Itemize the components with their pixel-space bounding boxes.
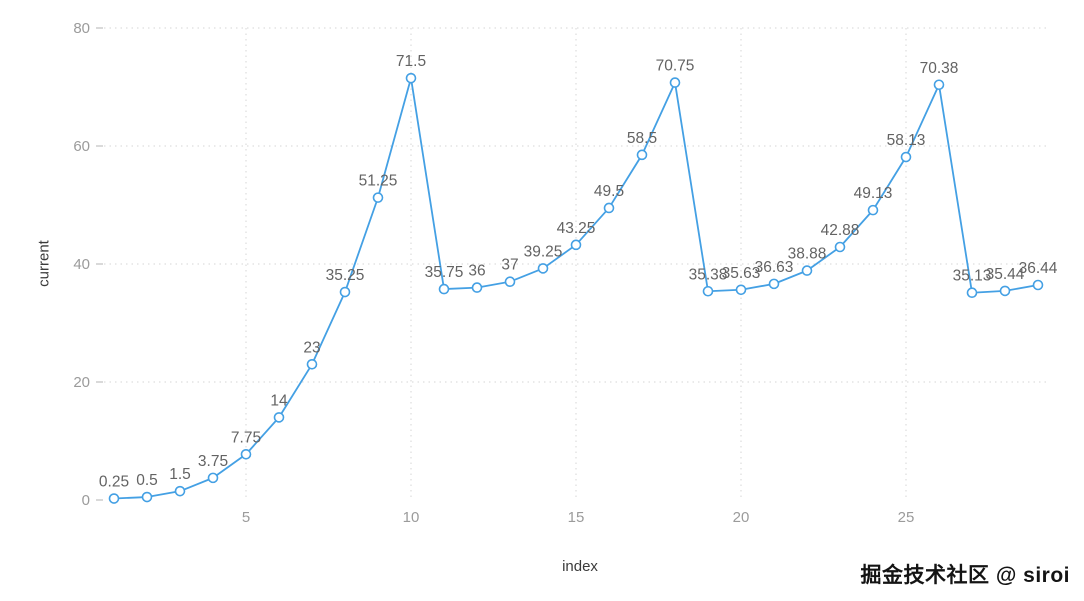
data-point	[669, 77, 681, 88]
data-label: 70.38	[920, 60, 959, 77]
data-label: 23	[303, 339, 320, 356]
data-label: 35.13	[953, 268, 992, 285]
data-point	[537, 263, 549, 274]
data-point	[405, 72, 417, 84]
data-label: 14	[270, 392, 288, 409]
data-point	[174, 485, 186, 497]
data-label: 35.44	[986, 266, 1025, 283]
data-point	[834, 241, 846, 253]
x-tick-label: 15	[568, 509, 585, 526]
data-label: 43.25	[557, 220, 596, 237]
data-point	[438, 283, 450, 295]
data-point	[999, 285, 1011, 297]
data-label: 35.75	[425, 264, 464, 281]
data-point	[339, 286, 351, 298]
data-point	[933, 79, 945, 91]
data-point	[900, 151, 912, 163]
y-tick-label: 0	[82, 492, 90, 509]
data-label: 58.13	[887, 132, 926, 149]
data-label: 39.25	[524, 243, 563, 260]
y-tick-label: 60	[73, 138, 90, 155]
y-tick-label: 80	[73, 20, 90, 37]
data-point	[471, 282, 483, 293]
data-point	[273, 412, 285, 423]
data-label: 71.5	[396, 53, 426, 70]
data-label: 7.75	[231, 429, 261, 446]
data-label: 36.63	[755, 259, 794, 276]
data-point	[636, 149, 648, 161]
data-label: 49.5	[594, 183, 624, 200]
data-point	[1032, 279, 1044, 291]
data-label: 0.5	[136, 472, 158, 489]
data-label: 70.75	[656, 58, 695, 75]
y-axis-title: current	[35, 240, 53, 287]
data-point	[570, 239, 582, 251]
watermark: 掘金技术社区 @ siroi	[860, 564, 1070, 587]
data-label: 37	[501, 257, 518, 274]
data-label: 58.5	[627, 130, 657, 147]
data-point	[603, 202, 615, 214]
data-label: 35.63	[722, 265, 761, 282]
data-label: 42.88	[821, 222, 860, 239]
data-point	[966, 287, 978, 299]
data-label: 36.44	[1019, 260, 1058, 277]
x-tick-label: 5	[242, 509, 250, 526]
data-label: 1.5	[169, 466, 191, 483]
x-axis-title: index	[562, 558, 598, 575]
x-tick-label: 20	[733, 509, 750, 526]
data-label: 36	[468, 263, 485, 280]
y-tick-label: 40	[73, 256, 90, 273]
x-tick-label: 10	[403, 509, 420, 526]
data-point	[306, 358, 318, 370]
data-point	[735, 284, 747, 296]
data-point	[207, 472, 219, 484]
data-label: 38.88	[788, 246, 827, 263]
data-point	[141, 491, 153, 503]
data-point	[867, 204, 879, 216]
data-label: 35.25	[326, 267, 365, 284]
data-point	[504, 276, 516, 288]
x-tick-label: 25	[898, 509, 915, 526]
y-tick-label: 20	[73, 374, 90, 391]
data-point	[801, 265, 813, 276]
data-label: 49.13	[854, 185, 893, 202]
data-label: 0.25	[99, 474, 129, 491]
data-label: 35.38	[689, 266, 728, 283]
data-point	[108, 493, 120, 504]
data-point	[372, 192, 384, 203]
data-point	[240, 448, 252, 460]
data-label: 3.75	[198, 453, 228, 470]
data-point	[768, 278, 780, 290]
data-point	[702, 285, 714, 297]
data-label: 51.25	[359, 173, 398, 190]
